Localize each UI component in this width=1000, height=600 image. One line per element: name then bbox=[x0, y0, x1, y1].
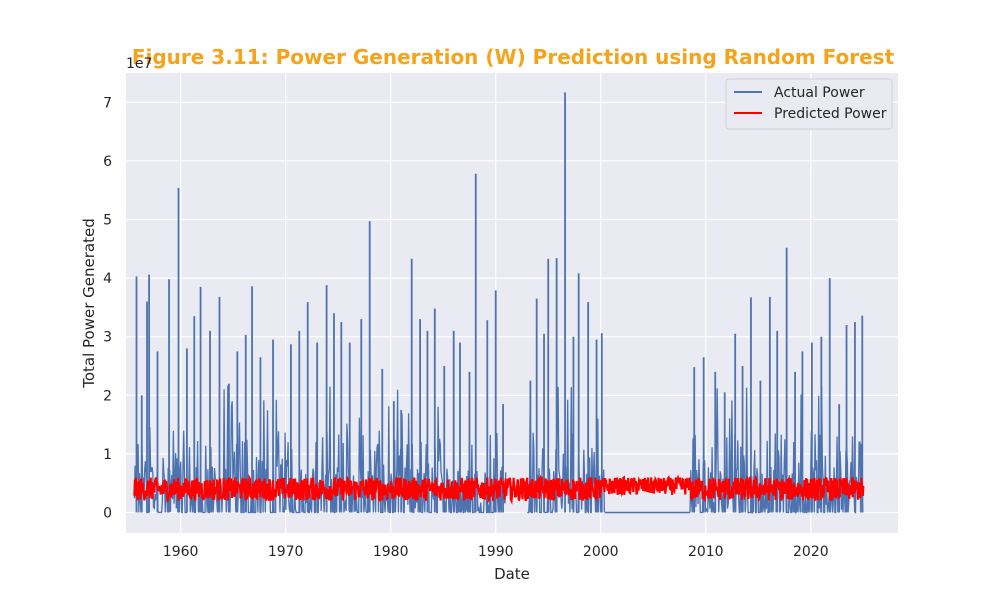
y-axis-label: Total Power Generated bbox=[80, 218, 98, 389]
x-tick-label: 1970 bbox=[268, 544, 304, 560]
legend-label-actual: Actual Power bbox=[774, 85, 865, 101]
y-tick-label: 1 bbox=[103, 447, 112, 463]
predicted-power-series bbox=[133, 473, 865, 505]
y-tick-label: 3 bbox=[103, 330, 112, 346]
y-tick-label: 2 bbox=[103, 388, 112, 404]
legend-label-predicted: Predicted Power bbox=[774, 106, 887, 122]
x-tick-label: 2000 bbox=[583, 544, 619, 560]
x-tick-label: 2010 bbox=[688, 544, 724, 560]
y-tick-label: 4 bbox=[103, 271, 112, 287]
y-tick-label: 5 bbox=[103, 212, 112, 228]
actual-power-series bbox=[133, 92, 864, 515]
x-axis-ticks: 1960 1970 1980 1990 2000 2010 2020 bbox=[163, 544, 829, 560]
y-tick-label: 0 bbox=[103, 505, 112, 521]
x-axis-label: Date bbox=[494, 565, 530, 583]
y-offset-label: 1e7 bbox=[126, 56, 152, 72]
legend: Actual Power Predicted Power bbox=[725, 78, 893, 130]
predicted-power-line bbox=[133, 473, 865, 505]
x-tick-label: 1980 bbox=[373, 544, 409, 560]
y-tick-label: 6 bbox=[103, 154, 112, 170]
y-axis-ticks: 0 1 2 3 4 5 6 7 bbox=[103, 95, 112, 521]
chart-title: Figure 3.11: Power Generation (W) Predic… bbox=[132, 45, 895, 69]
legend-box bbox=[725, 78, 893, 130]
y-tick-label: 7 bbox=[103, 95, 112, 111]
x-tick-label: 1990 bbox=[478, 544, 514, 560]
x-tick-label: 2020 bbox=[793, 544, 829, 560]
x-tick-label: 1960 bbox=[163, 544, 199, 560]
